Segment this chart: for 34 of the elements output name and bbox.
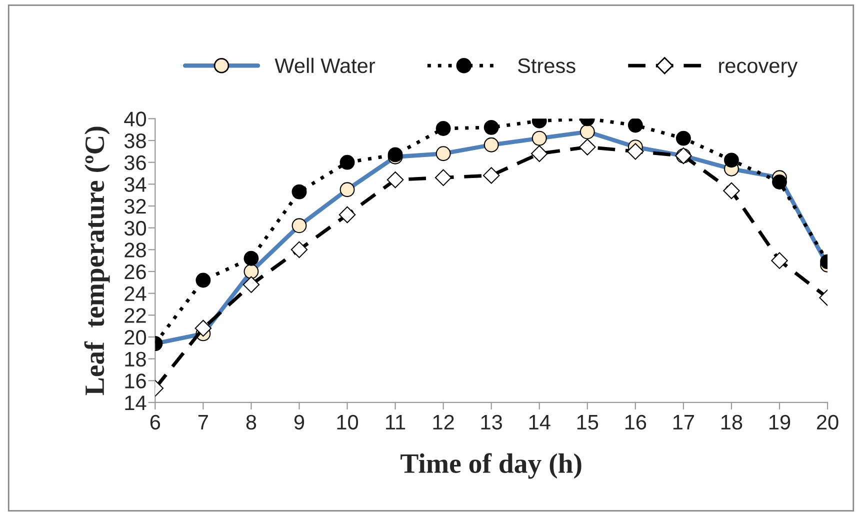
y-tick-label: 20 — [124, 330, 146, 345]
y-tick-label: 18 — [125, 352, 146, 367]
x-tick-label: 9 — [294, 414, 304, 430]
x-tick-label: 12 — [433, 414, 454, 430]
legend-label: Well Water — [274, 58, 376, 74]
y-tick-label: 36 — [124, 155, 146, 170]
y-tick-label: 14 — [125, 396, 146, 410]
x-tick-label: 8 — [246, 414, 256, 430]
y-tick-label: 30 — [124, 220, 146, 236]
x-tick-label: 6 — [150, 414, 160, 430]
y-tick-label: 38 — [124, 134, 146, 148]
x-tick-label: 16 — [625, 414, 646, 430]
x-tick-label: 20 — [816, 414, 838, 430]
y-tick-label: 22 — [124, 308, 146, 323]
x-tick-label: 7 — [198, 415, 208, 430]
y-tick-label: 16 — [125, 374, 146, 388]
x-tick-label: 10 — [337, 414, 358, 430]
x-tick-label: 11 — [386, 415, 406, 430]
x-tick-label: 19 — [769, 414, 790, 430]
y-tick-label: 28 — [124, 242, 146, 258]
x-tick-label: 15 — [577, 415, 598, 430]
x-axis-title: Time of day (h) — [400, 453, 582, 479]
y-tick-label: 40 — [124, 112, 146, 126]
x-tick-label: 13 — [481, 414, 502, 430]
y-tick-label: 24 — [124, 286, 146, 301]
y-axis-title: Leaf temperature (ºC) — [84, 126, 110, 396]
y-tick-label: 26 — [124, 264, 146, 280]
legend-label: Stress — [518, 58, 576, 74]
x-tick-label: 14 — [529, 415, 550, 430]
legend-label: recovery — [719, 62, 798, 78]
y-tick-label: 34 — [124, 177, 146, 192]
x-tick-label: 18 — [721, 414, 742, 430]
x-tick-label: 17 — [673, 415, 694, 430]
y-tick-label: 32 — [124, 199, 146, 214]
